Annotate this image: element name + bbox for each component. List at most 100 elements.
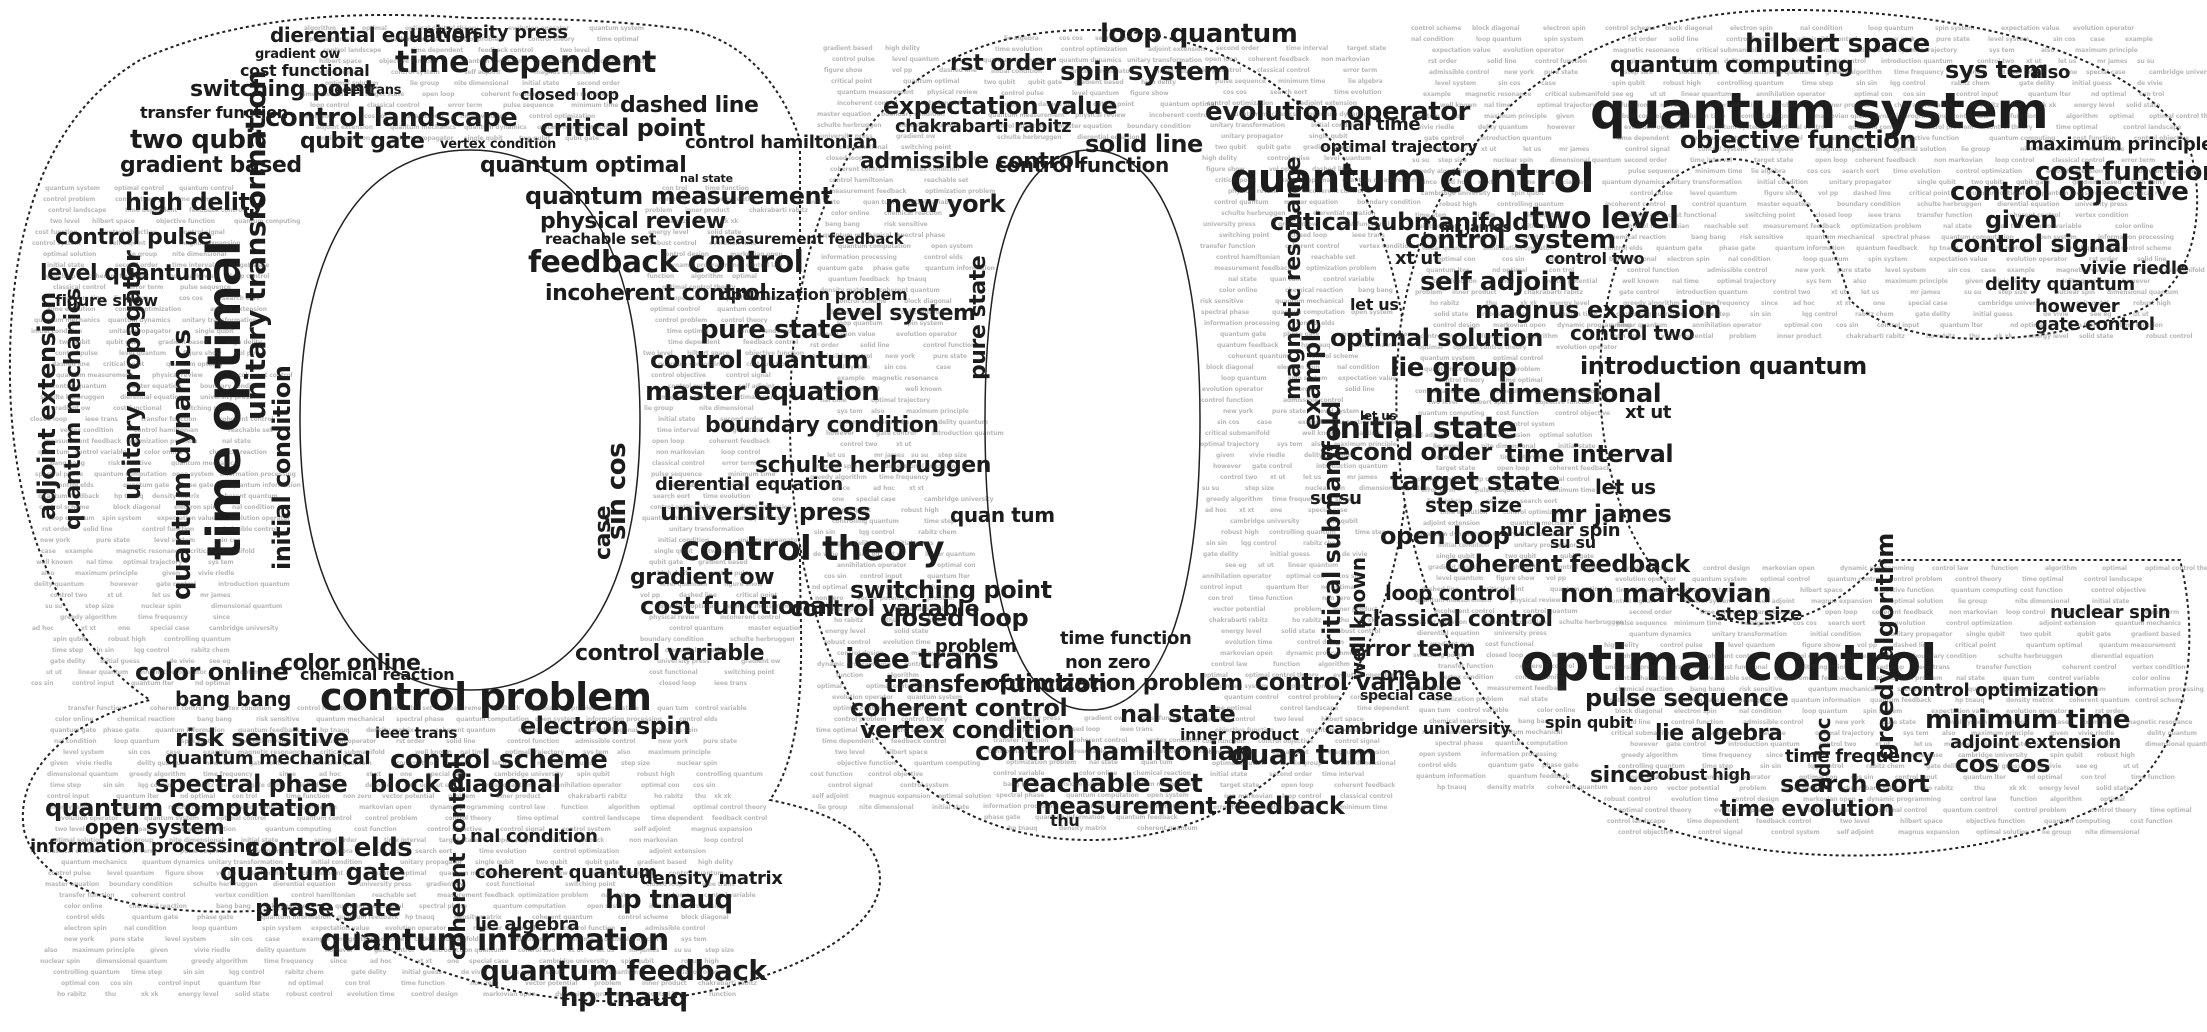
filler-word: loop control xyxy=(2006,609,2045,616)
filler-word: target state xyxy=(230,262,269,269)
filler-word: problem xyxy=(594,980,621,987)
filler-word: optimal xyxy=(1418,344,1443,351)
filler-word: control scheme xyxy=(39,504,89,511)
word-example: sin cos xyxy=(602,443,632,540)
filler-word: step size xyxy=(85,603,114,610)
filler-word: let us xyxy=(827,452,846,459)
filler-word: schulte herbruggen xyxy=(1559,619,1623,626)
filler-word: solid line xyxy=(860,342,889,349)
filler-word: robust high xyxy=(2133,300,2171,307)
filler-word: spectral phase xyxy=(897,232,945,239)
filler-word: control system xyxy=(1698,146,1747,153)
filler-word: non zero xyxy=(1502,278,1530,285)
filler-word: con trol xyxy=(2070,322,2095,329)
filler-word: optimal trajectory xyxy=(505,749,564,756)
word-bang-bang: bang bang xyxy=(175,687,291,711)
filler-word: risk sensitive xyxy=(263,903,306,910)
filler-word: annihilation operator xyxy=(137,669,207,676)
filler-word: measurement feedback xyxy=(44,438,122,445)
filler-word: coherent quantum xyxy=(2069,697,2130,704)
filler-word: switching point xyxy=(565,881,616,888)
filler-word: also xyxy=(41,570,54,577)
filler-word: risk sensitive xyxy=(108,460,151,467)
filler-word: critical point xyxy=(736,592,777,599)
filler-word: quantum optimal xyxy=(1968,190,2024,197)
filler-word: error term xyxy=(1421,487,1455,494)
filler-word: spin qubit xyxy=(621,958,654,965)
filler-word: lie algebra xyxy=(1348,78,1383,85)
filler-word: evolution operator xyxy=(1714,807,1775,814)
filler-word: optimal xyxy=(2109,113,2134,120)
filler-word: critical submanifold xyxy=(1611,730,1676,737)
filler-word: control law xyxy=(904,661,941,668)
filler-word: function xyxy=(836,672,863,679)
filler-word: rabitz chem xyxy=(1951,80,1990,87)
filler-word: ut ut xyxy=(46,669,62,676)
filler-word: admissible control xyxy=(1429,69,1489,76)
filler-word: cos cos xyxy=(724,482,748,489)
filler-word: time interval xyxy=(1700,609,1742,616)
filler-word: chakrabarti rabitz xyxy=(1843,785,1902,792)
filler-word: de vivie xyxy=(461,969,487,976)
word-level-system: pure state xyxy=(966,256,991,380)
filler-word: single qubit xyxy=(654,548,693,555)
filler-word: greedy algorithm xyxy=(1412,168,1469,175)
filler-word: time step xyxy=(52,647,84,654)
filler-word: evolution operator xyxy=(896,331,957,338)
filler-word: well known xyxy=(510,936,547,943)
filler-word: open loop xyxy=(1205,56,1238,63)
filler-word: two level xyxy=(50,218,80,225)
filler-word: case xyxy=(1257,419,1272,426)
filler-word: target state xyxy=(1754,157,1793,164)
filler-word: optimal control xyxy=(1287,683,1337,690)
filler-word: evolution operator xyxy=(1624,124,1685,131)
filler-word: magnus expansion xyxy=(534,69,595,76)
filler-word: hilbert space xyxy=(319,58,362,65)
filler-word: open system xyxy=(172,471,214,478)
filler-word: vol pp xyxy=(1269,166,1290,173)
filler-word: color online xyxy=(1537,707,1575,714)
filler-word: dashed line xyxy=(249,870,287,877)
word-high-delity: high delity xyxy=(125,188,266,216)
filler-word: quantum measurement xyxy=(837,89,914,96)
filler-word: introduction quantum xyxy=(1316,463,1388,470)
filler-word: algorithm xyxy=(691,273,723,280)
filler-word: vol pp xyxy=(640,592,661,599)
filler-word: nal state xyxy=(1956,675,1985,682)
filler-word: introduction quantum xyxy=(432,947,504,954)
filler-word: non markovian xyxy=(1949,609,1998,616)
filler-word: xt ut xyxy=(2026,58,2042,65)
filler-word: also xyxy=(1452,113,1465,120)
filler-word: dynamic programming xyxy=(1840,565,1914,572)
filler-word: control hamiltonian xyxy=(1515,674,1579,681)
filler-word: gate control xyxy=(876,430,916,437)
filler-word: second order xyxy=(720,416,763,423)
filler-word: control theory xyxy=(1350,694,1397,701)
filler-word: vivie riedle xyxy=(1418,124,1454,131)
filler-word: well known xyxy=(1622,278,1659,285)
filler-word: information processing xyxy=(2128,686,2204,693)
filler-word: ieee trans xyxy=(879,155,912,162)
filler-word: quantum control xyxy=(1224,694,1279,701)
filler-word: closed loop xyxy=(1815,212,1853,219)
filler-word: pulse sequence xyxy=(180,284,231,291)
filler-word: quantum optimal xyxy=(2026,642,2082,649)
filler-word: closed loop xyxy=(1867,664,1905,671)
filler-word: control landscape xyxy=(582,815,640,822)
filler-word: energy level xyxy=(1221,628,1261,635)
word-nd-optimal: transfer function xyxy=(140,103,288,122)
filler-word: dashed line xyxy=(1853,190,1891,197)
filler-word: feedback control xyxy=(1200,716,1255,723)
filler-word: also xyxy=(44,947,57,954)
filler-word: pulse sequence xyxy=(1265,804,1316,811)
filler-word: sin sin xyxy=(93,647,114,654)
filler-word: time step xyxy=(131,969,163,976)
filler-word: cost function xyxy=(810,771,853,778)
filler-word: vector potential xyxy=(382,793,434,800)
filler-word: however xyxy=(1630,741,1658,748)
filler-word: solid line xyxy=(1487,58,1516,65)
filler-word: magnus expansion xyxy=(1328,749,1389,756)
filler-word: transfer function xyxy=(141,416,196,423)
filler-word: controlling quantum xyxy=(1616,311,1683,318)
filler-word: control objective xyxy=(2134,135,2189,142)
